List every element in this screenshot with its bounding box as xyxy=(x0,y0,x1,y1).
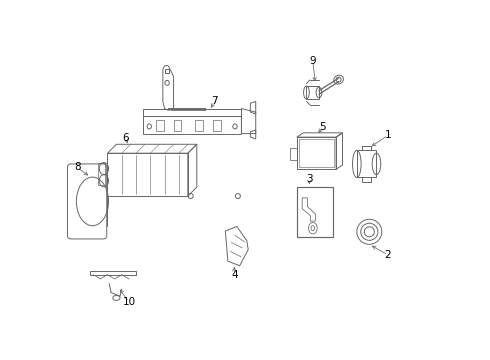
Bar xyxy=(298,139,334,167)
Text: 6: 6 xyxy=(122,133,129,143)
Bar xyxy=(156,120,164,131)
Text: 9: 9 xyxy=(310,57,316,66)
Text: 8: 8 xyxy=(74,162,80,172)
Bar xyxy=(195,120,203,131)
Text: 1: 1 xyxy=(385,130,391,140)
Bar xyxy=(173,120,181,131)
Text: 5: 5 xyxy=(319,122,326,132)
Text: 10: 10 xyxy=(122,297,135,307)
Bar xyxy=(297,187,333,237)
Text: 2: 2 xyxy=(385,250,391,260)
Text: 7: 7 xyxy=(211,96,218,107)
Text: 3: 3 xyxy=(306,174,313,184)
Bar xyxy=(213,120,220,131)
Text: 4: 4 xyxy=(231,270,238,280)
